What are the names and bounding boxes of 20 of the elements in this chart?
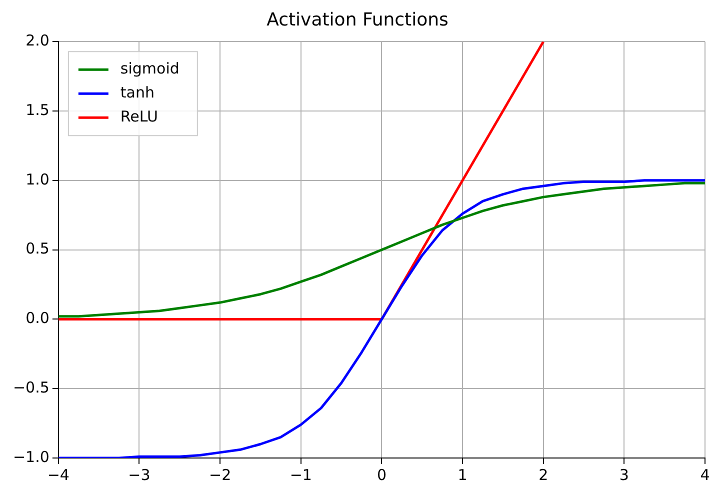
x-tick-label: −3: [128, 466, 150, 484]
y-tick-label: 1.0: [26, 170, 50, 188]
x-tick-label: 2: [538, 466, 548, 484]
y-tick-label: 2.0: [26, 31, 50, 50]
y-tick-label: −0.5: [12, 378, 50, 396]
x-tick-label: 1: [458, 466, 468, 484]
x-tick-label: −2: [209, 466, 232, 484]
y-tick-label: 1.5: [26, 100, 50, 119]
legend-label: ReLU: [120, 107, 158, 126]
legend-label: sigmoid: [120, 59, 180, 78]
legend-label: tanh: [120, 83, 155, 102]
y-tick-label: 0.5: [26, 240, 50, 258]
x-tick-label: −4: [47, 466, 70, 484]
x-tick-label: −1: [290, 466, 312, 484]
y-tick-label: 0.0: [26, 309, 50, 328]
x-tick-label: 4: [700, 466, 710, 484]
x-tick-label: 3: [619, 466, 629, 484]
x-tick-label: 0: [376, 466, 386, 484]
y-tick-label: −1.0: [12, 448, 50, 466]
chart-title: Activation Functions: [266, 9, 448, 30]
